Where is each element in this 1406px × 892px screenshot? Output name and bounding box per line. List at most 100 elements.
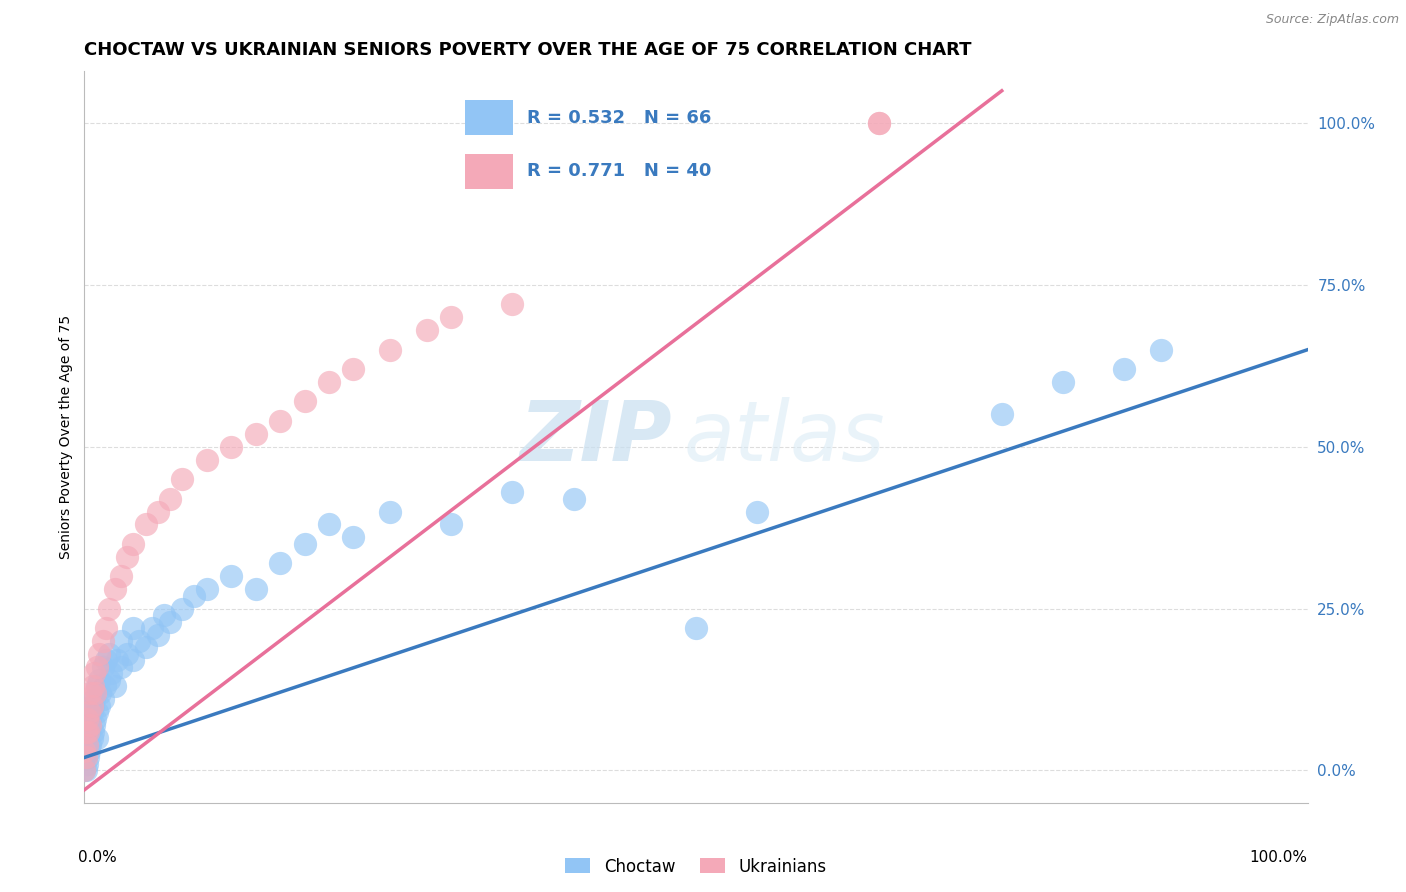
Point (146, 504, 169, 518)
Point (869, 116, 891, 130)
Point (135, 517, 157, 532)
Point (75, 764, 97, 778)
Point (77, 705, 100, 719)
Point (75, 724, 97, 739)
Point (87, 673, 110, 687)
Point (245, 426, 267, 441)
Point (440, 310, 463, 325)
Point (195, 582, 218, 597)
Point (219, 440, 242, 454)
Point (84, 712, 107, 726)
Point (104, 582, 127, 597)
Point (86, 679, 108, 693)
Point (91, 692, 114, 706)
Point (97, 601, 120, 615)
Point (416, 323, 439, 337)
Point (1052, 375, 1074, 389)
Text: Source: ZipAtlas.com: Source: ZipAtlas.com (1265, 13, 1399, 27)
Point (80, 698, 103, 713)
Text: 0.0%: 0.0% (79, 850, 117, 865)
Point (159, 491, 181, 506)
Point (87, 647, 110, 661)
Point (153, 608, 176, 623)
Point (219, 569, 242, 583)
Point (83, 666, 105, 681)
Point (76, 738, 98, 752)
Point (502, 485, 524, 500)
Point (76, 712, 98, 726)
Text: CHOCTAW VS UKRAINIAN SENIORS POVERTY OVER THE AGE OF 75 CORRELATION CHART: CHOCTAW VS UKRAINIAN SENIORS POVERTY OVE… (84, 41, 972, 59)
Point (183, 589, 205, 603)
Point (83, 718, 105, 732)
Point (869, 116, 891, 130)
Point (342, 530, 364, 544)
Point (77, 718, 100, 732)
Point (75, 744, 97, 758)
Point (128, 634, 150, 648)
Point (73, 764, 96, 778)
Point (172, 601, 194, 615)
Point (294, 394, 316, 409)
Point (77, 731, 100, 745)
Point (110, 634, 132, 648)
Point (747, 504, 769, 518)
Point (195, 452, 218, 467)
Point (122, 621, 145, 635)
Point (146, 627, 169, 641)
Point (82, 724, 104, 739)
Point (79, 686, 101, 700)
Point (86, 660, 108, 674)
Point (991, 408, 1014, 422)
Point (86, 731, 108, 745)
Point (84, 686, 107, 700)
Point (122, 537, 145, 551)
Point (115, 647, 138, 661)
Point (79, 718, 101, 732)
Point (73, 744, 96, 758)
Point (122, 653, 145, 667)
Point (94, 679, 117, 693)
Point (86, 705, 108, 719)
Point (502, 297, 524, 311)
Point (318, 375, 340, 389)
Point (96, 621, 118, 635)
Point (318, 517, 340, 532)
Point (76, 756, 98, 771)
Point (77, 724, 100, 739)
Point (1150, 343, 1173, 357)
Point (96, 653, 118, 667)
Point (172, 472, 194, 486)
Point (110, 660, 132, 674)
Point (685, 621, 707, 635)
Point (75, 750, 97, 764)
Point (73, 764, 96, 778)
Point (83, 692, 105, 706)
Y-axis label: Seniors Poverty Over the Age of 75: Seniors Poverty Over the Age of 75 (59, 315, 73, 559)
Point (105, 653, 128, 667)
Point (82, 679, 104, 693)
Point (141, 621, 163, 635)
Point (380, 343, 402, 357)
Point (110, 569, 132, 583)
Point (82, 698, 104, 713)
Point (440, 517, 463, 532)
Point (91, 634, 114, 648)
Text: 100.0%: 100.0% (1250, 850, 1308, 865)
Point (245, 582, 267, 597)
Point (77, 744, 100, 758)
Point (342, 362, 364, 376)
Point (159, 615, 181, 629)
Point (115, 549, 138, 564)
Point (1114, 362, 1136, 376)
Point (79, 738, 101, 752)
Point (87, 698, 110, 713)
Text: atlas: atlas (683, 397, 886, 477)
Point (80, 731, 103, 745)
Point (135, 640, 157, 655)
Point (77, 750, 100, 764)
Point (294, 537, 316, 551)
Point (97, 673, 120, 687)
Point (97, 647, 120, 661)
Point (100, 666, 122, 681)
Point (104, 679, 127, 693)
